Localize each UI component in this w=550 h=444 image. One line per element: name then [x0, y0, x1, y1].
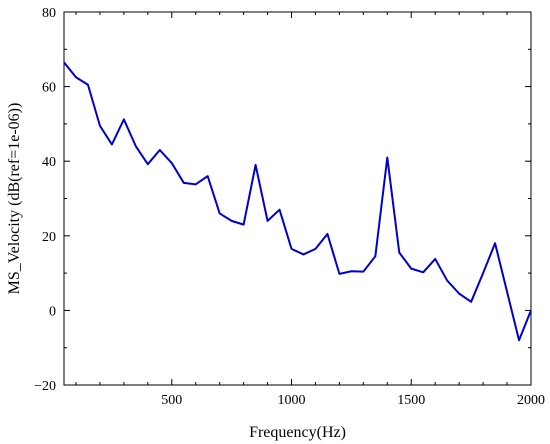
y-tick-label: 60: [42, 81, 56, 96]
y-tick-label: 0: [49, 304, 56, 319]
y-tick-label: 20: [42, 230, 56, 245]
y-tick-label: 80: [42, 6, 56, 21]
series-layer: [63, 61, 532, 342]
x-tick-label: 1000: [278, 393, 306, 408]
plot-frame: [63, 11, 532, 386]
y-tick-label: −20: [34, 379, 56, 394]
x-axis: 500 1000 1500 2000: [75, 12, 545, 408]
y-axis: −20 0 20 40 60 80: [34, 6, 531, 394]
x-axis-label: Frequency(Hz): [249, 424, 346, 441]
x-tick-label: 1500: [397, 393, 425, 408]
plot-area-border: [63, 11, 532, 386]
x-tick-label: 500: [161, 393, 182, 408]
y-tick-label: 40: [42, 155, 56, 170]
y-axis-label: MS_Velocity (dB(ref=1e-06)): [6, 103, 23, 295]
series-line: [63, 61, 532, 342]
x-tick-label: 2000: [517, 393, 545, 408]
